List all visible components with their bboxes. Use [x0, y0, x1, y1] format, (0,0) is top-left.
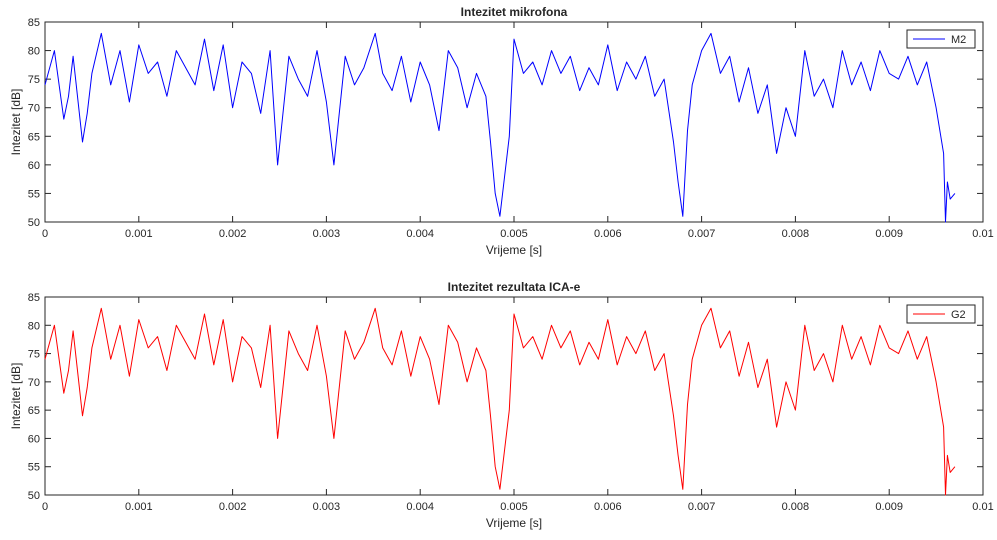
x-axis-label: Vrijeme [s]	[486, 243, 542, 257]
x-axis-label: Vrijeme [s]	[486, 516, 542, 530]
chart-panel-2: Intezitet rezultata ICA-e 0 0.001 0.002 0.00…	[9, 280, 994, 530]
x-tick-label: 0.01	[972, 228, 993, 240]
y-tick-label: 55	[28, 462, 40, 474]
y-tick-label: 80	[28, 320, 40, 332]
chart-title: Intezitet mikrofona	[461, 5, 568, 19]
x-tick-label: 0.007	[688, 228, 716, 240]
y-axis-label: Intezitet [dB]	[9, 363, 23, 430]
x-tick-label: 0.005	[500, 501, 528, 513]
x-tick-label: 0.001	[125, 501, 153, 513]
y-tick-label: 60	[28, 433, 40, 445]
y-tick-label: 75	[28, 349, 40, 361]
x-tick-label: 0.004	[406, 228, 434, 240]
x-tick-label: 0.004	[406, 501, 434, 513]
x-tick-label: 0.001	[125, 228, 153, 240]
y-tick-label: 55	[28, 188, 40, 200]
y-tick-label: 75	[28, 74, 40, 86]
y-tick-label: 50	[28, 217, 40, 229]
y-tick-label: 85	[28, 292, 40, 304]
x-tick-label: 0.003	[313, 501, 341, 513]
x-tick-label: 0	[42, 228, 48, 240]
chart-panel-1: Intezitet mikrofona 0 0.001 0.002 0.003 0.004…	[9, 5, 994, 257]
x-tick-label: 0.008	[782, 501, 810, 513]
x-tick-label: 0.002	[219, 228, 247, 240]
x-tick-label: 0.006	[594, 501, 622, 513]
y-tick-label: 65	[28, 405, 40, 417]
x-tick-label: 0.009	[875, 501, 903, 513]
x-tick-label: 0.002	[219, 501, 247, 513]
x-tick-label: 0	[42, 501, 48, 513]
x-tick-label: 0.009	[875, 228, 903, 240]
y-tick-label: 50	[28, 490, 40, 502]
y-tick-label: 70	[28, 377, 40, 389]
y-axis-label: Intezitet [dB]	[9, 89, 23, 156]
y-tick-label: 70	[28, 103, 40, 115]
y-tick-label: 65	[28, 131, 40, 143]
legend-label-m2: M2	[951, 34, 966, 46]
x-tick-label: 0.008	[782, 228, 810, 240]
series-line-m2	[44, 32, 956, 223]
y-tick-label: 85	[28, 17, 40, 29]
y-tick-label: 60	[28, 160, 40, 172]
y-tick-label: 80	[28, 46, 40, 58]
legend-label-g2: G2	[951, 309, 966, 321]
x-tick-label: 0.005	[500, 228, 528, 240]
series-line-g2	[44, 307, 956, 496]
x-tick-label: 0.01	[972, 501, 993, 513]
x-tick-label: 0.006	[594, 228, 622, 240]
x-tick-label: 0.003	[313, 228, 341, 240]
chart-title: Intezitet rezultata ICA-e	[448, 280, 581, 294]
x-tick-label: 0.007	[688, 501, 716, 513]
